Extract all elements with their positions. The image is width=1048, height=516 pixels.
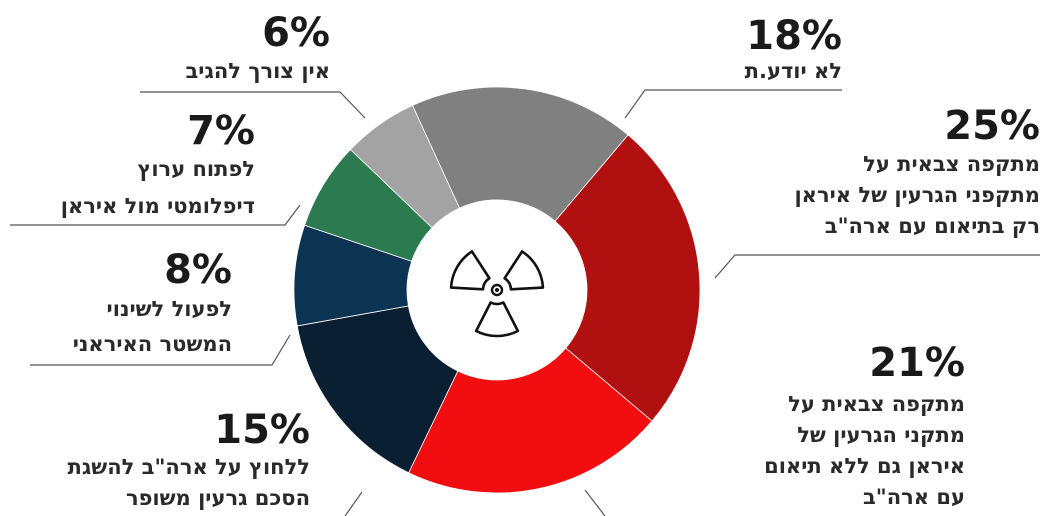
category-label: הסכם גרעין משופר	[126, 486, 310, 510]
category-label: איראן גם ללא תיאום	[764, 454, 965, 478]
leader-line	[10, 204, 301, 226]
value-label: 15%	[214, 407, 310, 453]
category-label: מתקפה צבאית על	[788, 392, 965, 416]
value-label: 25%	[944, 103, 1040, 149]
leader-line	[140, 91, 366, 119]
category-label: מתקני הגרעין של	[797, 423, 965, 447]
icon-blade	[503, 250, 545, 291]
leader-lines	[10, 89, 1040, 516]
value-label: 21%	[869, 340, 965, 386]
category-label: דיפלומטי מול איראן	[61, 194, 255, 218]
category-label: עם ארה"ב	[863, 485, 965, 509]
icon-blade	[449, 250, 491, 291]
value-label: 8%	[164, 247, 232, 293]
radiation-icon	[449, 250, 545, 338]
value-label: 7%	[187, 108, 255, 154]
category-label: אין צורך להגיב	[186, 59, 331, 83]
donut-segment	[554, 134, 701, 422]
icon-dot	[495, 288, 499, 292]
category-label: מתקפני הגרעין של איראן	[794, 183, 1040, 207]
category-label: לפתוח ערוץ	[137, 157, 255, 181]
category-label: מתקפה צבאית על	[863, 152, 1040, 176]
leader-line	[624, 89, 842, 119]
category-label: ללחוץ על ארה"ב להשגת	[68, 455, 310, 479]
donut-segment	[349, 104, 461, 229]
leader-line	[584, 489, 606, 516]
leader-line	[30, 334, 291, 366]
category-label: לפעול לשינוי	[107, 297, 232, 321]
value-label: 18%	[746, 13, 842, 59]
donut-segment	[411, 86, 629, 222]
donut-segment	[408, 347, 653, 494]
category-label: רק בתיאום עם ארה"ב	[825, 214, 1040, 238]
leader-line	[714, 254, 1040, 279]
value-label: 6%	[262, 10, 330, 56]
icon-blade	[474, 301, 520, 338]
category-label: המשטר האיראני	[73, 332, 232, 356]
icon-core	[490, 283, 504, 297]
category-label: לא יודע.ת	[745, 59, 842, 83]
leader-line	[344, 491, 363, 516]
donut-segment	[296, 305, 459, 474]
